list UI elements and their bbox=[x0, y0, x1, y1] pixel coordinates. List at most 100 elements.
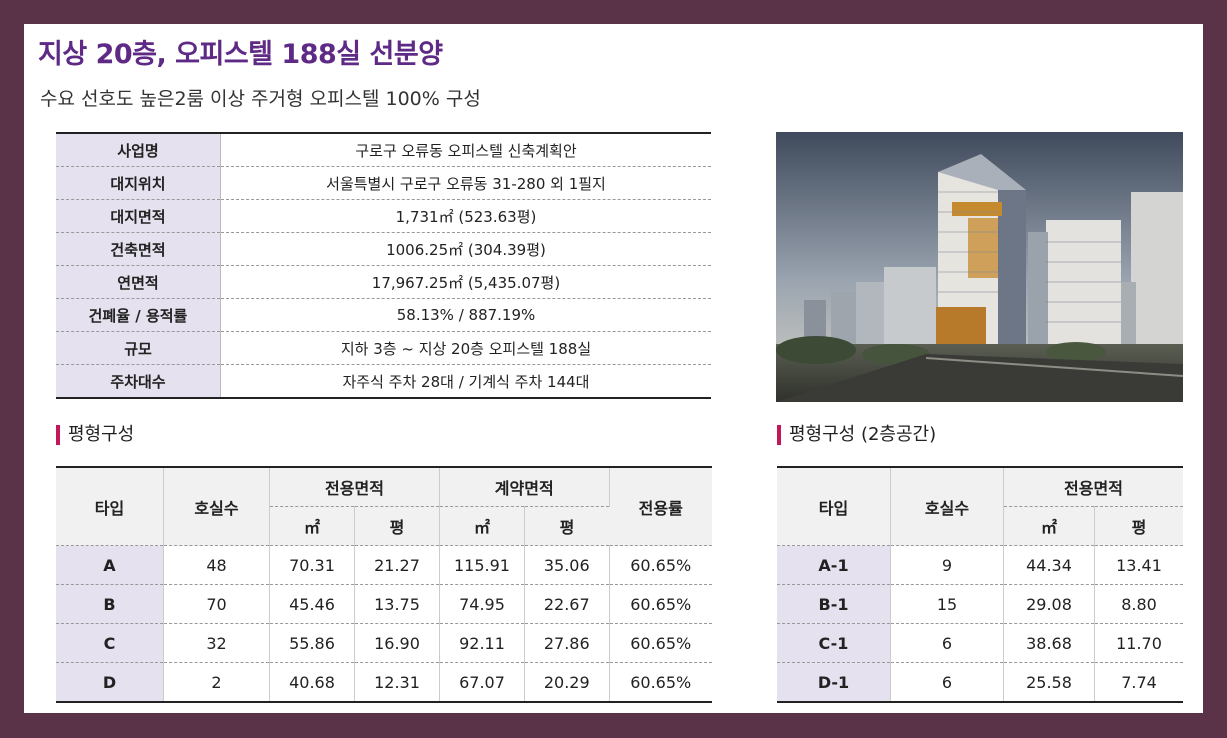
info-value: 지하 3층 ~ 지상 20층 오피스텔 188실 bbox=[220, 331, 711, 365]
cell-ex-py: 11.70 bbox=[1094, 623, 1183, 663]
cell-units: 6 bbox=[890, 623, 1004, 663]
page-title: 지상 20층, 오피스텔 188실 선분양 bbox=[38, 39, 443, 70]
cell-ct-sqm: 115.91 bbox=[439, 545, 525, 585]
page-subtitle: 수요 선호도 높은2룸 이상 주거형 오피스텔 100% 구성 bbox=[40, 88, 481, 110]
header-type: 타입 bbox=[777, 467, 891, 546]
cell-type: C-1 bbox=[777, 623, 891, 663]
info-label: 대지면적 bbox=[56, 199, 221, 233]
info-value: 17,967.25㎡ (5,435.07평) bbox=[220, 265, 711, 299]
cell-ex-py: 16.90 bbox=[354, 623, 440, 663]
info-label: 건축면적 bbox=[56, 232, 221, 266]
cell-type: D bbox=[56, 662, 164, 702]
header-sqm: ㎡ bbox=[1003, 506, 1095, 546]
info-row: 연면적 17,967.25㎡ (5,435.07평) bbox=[56, 265, 711, 299]
table-row: B-1 15 29.08 8.80 bbox=[777, 584, 1183, 624]
header-units: 호실수 bbox=[890, 467, 1004, 546]
table-row: D-1 6 25.58 7.74 bbox=[777, 662, 1183, 702]
cell-type: B bbox=[56, 584, 164, 624]
info-label: 대지위치 bbox=[56, 166, 221, 200]
info-label: 사업명 bbox=[56, 133, 221, 167]
info-value: 1,731㎡ (523.63평) bbox=[220, 199, 711, 233]
cell-ct-py: 20.29 bbox=[524, 662, 610, 702]
table-row: C 32 55.86 16.90 92.11 27.86 60.65% bbox=[56, 623, 712, 663]
section-title-2f-unit-types: 평형구성 (2층공간) bbox=[777, 424, 936, 446]
cell-units: 48 bbox=[163, 545, 270, 585]
cell-type: A bbox=[56, 545, 164, 585]
cell-ex-sqm: 70.31 bbox=[269, 545, 355, 585]
info-label: 연면적 bbox=[56, 265, 221, 299]
info-row: 주차대수 자주식 주차 28대 / 기계식 주차 144대 bbox=[56, 364, 711, 398]
cell-ex-sqm: 40.68 bbox=[269, 662, 355, 702]
table-row: D 2 40.68 12.31 67.07 20.29 60.65% bbox=[56, 662, 712, 702]
cell-ct-py: 22.67 bbox=[524, 584, 610, 624]
cell-units: 9 bbox=[890, 545, 1004, 585]
table-row: A-1 9 44.34 13.41 bbox=[777, 545, 1183, 585]
cell-ex-sqm: 25.58 bbox=[1003, 662, 1095, 702]
cell-ex-sqm: 44.34 bbox=[1003, 545, 1095, 585]
header-pyeong: 평 bbox=[1094, 506, 1183, 546]
building-rendering-image bbox=[776, 132, 1183, 402]
header-contract-area: 계약면적 bbox=[439, 467, 610, 507]
info-row: 대지위치 서울특별시 구로구 오류동 31-280 외 1필지 bbox=[56, 166, 711, 200]
header-exclusive-area: 전용면적 bbox=[269, 467, 440, 507]
info-row: 사업명 구로구 오류동 오피스텔 신축계획안 bbox=[56, 133, 711, 167]
header-sqm: ㎡ bbox=[269, 506, 355, 546]
cell-ex-py: 13.75 bbox=[354, 584, 440, 624]
section-title-unit-types: 평형구성 bbox=[56, 424, 134, 446]
cell-type: B-1 bbox=[777, 584, 891, 624]
cell-ratio: 60.65% bbox=[609, 584, 712, 624]
cell-ct-py: 35.06 bbox=[524, 545, 610, 585]
header-ratio: 전용률 bbox=[609, 467, 712, 546]
cell-ct-sqm: 67.07 bbox=[439, 662, 525, 702]
cell-ratio: 60.65% bbox=[609, 623, 712, 663]
table-row: C-1 6 38.68 11.70 bbox=[777, 623, 1183, 663]
table-row: B 70 45.46 13.75 74.95 22.67 60.65% bbox=[56, 584, 712, 624]
cell-ex-py: 12.31 bbox=[354, 662, 440, 702]
cell-ct-py: 27.86 bbox=[524, 623, 610, 663]
cell-ex-sqm: 29.08 bbox=[1003, 584, 1095, 624]
info-row: 대지면적 1,731㎡ (523.63평) bbox=[56, 199, 711, 233]
header-type: 타입 bbox=[56, 467, 164, 546]
cell-ratio: 60.65% bbox=[630, 672, 692, 692]
cell-units: 6 bbox=[890, 662, 1004, 702]
content-panel: 지상 20층, 오피스텔 188실 선분양 수요 선호도 높은2룸 이상 주거형… bbox=[24, 24, 1203, 713]
cell-ct-sqm: 74.95 bbox=[439, 584, 525, 624]
cell-ex-sqm: 55.86 bbox=[269, 623, 355, 663]
info-label: 규모 bbox=[56, 331, 221, 365]
cell-ex-py: 8.80 bbox=[1094, 584, 1183, 624]
header-pyeong: 평 bbox=[524, 506, 609, 546]
info-value: 서울특별시 구로구 오류동 31-280 외 1필지 bbox=[220, 166, 711, 200]
header-units: 호실수 bbox=[163, 467, 270, 546]
cell-units: 32 bbox=[163, 623, 270, 663]
header-sqm: ㎡ bbox=[439, 506, 525, 546]
info-value: 자주식 주차 28대 / 기계식 주차 144대 bbox=[342, 372, 590, 391]
table-row: A 48 70.31 21.27 115.91 35.06 60.65% bbox=[56, 545, 712, 585]
info-label: 주차대수 bbox=[56, 364, 221, 398]
cell-ct-sqm: 92.11 bbox=[439, 623, 525, 663]
header-exclusive-area: 전용면적 bbox=[1003, 467, 1183, 507]
cell-ex-py: 21.27 bbox=[354, 545, 440, 585]
info-row: 건폐율 / 용적률 58.13% / 887.19% bbox=[56, 298, 711, 332]
unit-type-table: 타입 호실수 전용면적 계약면적 전용률 ㎡ 평 ㎡ 평 A 48 70.31 … bbox=[56, 466, 712, 703]
project-info-table: 사업명 구로구 오류동 오피스텔 신축계획안 대지위치 서울특별시 구로구 오류동 … bbox=[56, 132, 711, 399]
info-value: 58.13% / 887.19% bbox=[220, 298, 711, 332]
cell-ex-py: 7.74 bbox=[1121, 672, 1157, 692]
cell-ex-sqm: 38.68 bbox=[1003, 623, 1095, 663]
cell-type: A-1 bbox=[777, 545, 891, 585]
cell-units: 2 bbox=[163, 662, 270, 702]
building-illustration bbox=[776, 132, 1183, 402]
info-value: 1006.25㎡ (304.39평) bbox=[220, 232, 711, 266]
cell-units: 70 bbox=[163, 584, 270, 624]
info-value: 구로구 오류동 오피스텔 신축계획안 bbox=[220, 133, 711, 167]
cell-ex-py: 13.41 bbox=[1094, 545, 1183, 585]
cell-type: C bbox=[56, 623, 164, 663]
info-row: 건축면적 1006.25㎡ (304.39평) bbox=[56, 232, 711, 266]
cell-type: D-1 bbox=[777, 662, 891, 702]
unit-type-2f-table: 타입 호실수 전용면적 ㎡ 평 A-1 9 44.34 13.41 B-1 15… bbox=[777, 466, 1183, 703]
info-label: 건폐율 / 용적률 bbox=[56, 298, 221, 332]
info-row: 규모 지하 3층 ~ 지상 20층 오피스텔 188실 bbox=[56, 331, 711, 365]
cell-units: 15 bbox=[890, 584, 1004, 624]
cell-ex-sqm: 45.46 bbox=[269, 584, 355, 624]
cell-ratio: 60.65% bbox=[609, 545, 712, 585]
header-pyeong: 평 bbox=[354, 506, 440, 546]
